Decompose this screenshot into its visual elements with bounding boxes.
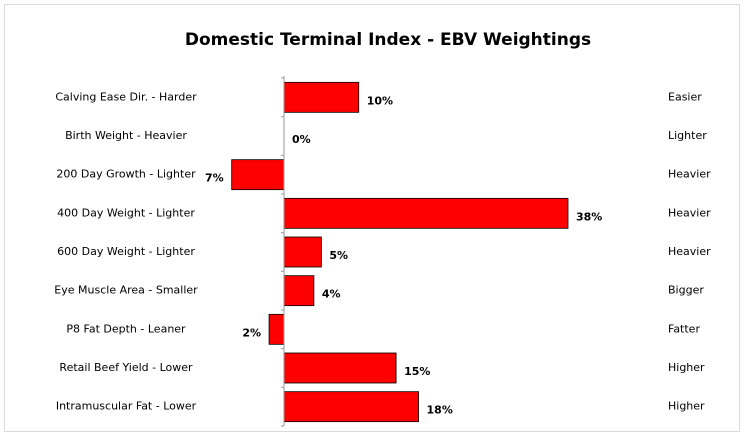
chart-title: Domestic Terminal Index - EBV Weightings	[185, 30, 591, 50]
value-label: 4%	[322, 288, 341, 301]
bar	[283, 197, 569, 229]
right-category-label: Easier	[668, 90, 702, 103]
right-category-label: Bigger	[668, 284, 704, 297]
right-category-label: Higher	[668, 361, 705, 374]
value-label: 38%	[576, 210, 602, 223]
right-category-label: Fatter	[668, 322, 700, 335]
category-label: Calving Ease Dir. - Harder	[55, 90, 197, 103]
right-category-label: Higher	[668, 400, 705, 413]
bar	[231, 159, 285, 191]
category-label: 200 Day Growth - Lighter	[56, 168, 196, 181]
category-label: Birth Weight - Heavier	[65, 129, 187, 142]
bar	[283, 275, 315, 307]
bar	[283, 391, 419, 423]
chart-frame	[4, 4, 740, 432]
bar	[283, 81, 360, 113]
bar	[283, 236, 322, 268]
value-label: 18%	[427, 404, 453, 417]
category-label: 600 Day Weight - Lighter	[57, 245, 195, 258]
value-label: 10%	[367, 94, 393, 107]
right-category-label: Heavier	[668, 168, 711, 181]
value-label: 5%	[329, 249, 348, 262]
category-label: Eye Muscle Area - Smaller	[54, 284, 198, 297]
value-label: 15%	[404, 365, 430, 378]
category-label: Intramuscular Fat - Lower	[56, 400, 197, 413]
value-label: 2%	[242, 326, 261, 339]
right-category-label: Heavier	[668, 206, 711, 219]
category-label: P8 Fat Depth - Leaner	[66, 322, 186, 335]
value-label: 7%	[205, 172, 224, 185]
right-category-label: Lighter	[668, 129, 707, 142]
category-label: Retail Beef Yield - Lower	[59, 361, 193, 374]
category-label: 400 Day Weight - Lighter	[57, 206, 195, 219]
bar	[268, 313, 285, 345]
value-label: 0%	[292, 133, 311, 146]
bar	[283, 352, 397, 384]
right-category-label: Heavier	[668, 245, 711, 258]
